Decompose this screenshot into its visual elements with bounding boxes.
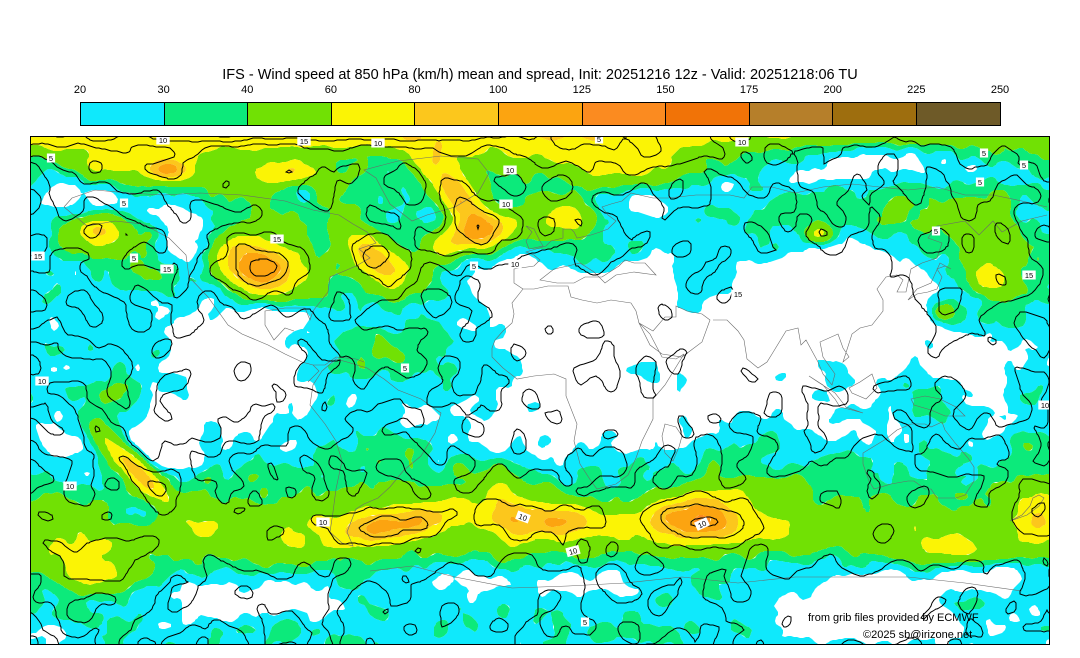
svg-text:5: 5 — [132, 254, 136, 263]
svg-text:10: 10 — [517, 512, 528, 523]
svg-text:10: 10 — [66, 482, 74, 491]
svg-text:5: 5 — [403, 364, 407, 373]
svg-text:5: 5 — [978, 178, 982, 187]
svg-text:10: 10 — [1041, 401, 1049, 410]
svg-text:10: 10 — [506, 166, 514, 175]
svg-text:15: 15 — [273, 235, 281, 244]
svg-text:15: 15 — [163, 265, 171, 274]
svg-text:5: 5 — [597, 136, 601, 144]
svg-text:5: 5 — [49, 154, 53, 163]
svg-text:5: 5 — [934, 227, 938, 236]
svg-text:10: 10 — [374, 139, 382, 148]
svg-text:10: 10 — [159, 136, 167, 145]
svg-text:10: 10 — [502, 200, 510, 209]
svg-text:5: 5 — [472, 262, 476, 271]
svg-text:5: 5 — [583, 618, 587, 627]
svg-text:10: 10 — [38, 377, 46, 386]
svg-text:15: 15 — [1025, 271, 1033, 280]
svg-text:15: 15 — [734, 290, 742, 299]
svg-text:10: 10 — [319, 518, 327, 527]
svg-text:15: 15 — [300, 137, 308, 146]
svg-text:10: 10 — [697, 519, 708, 531]
svg-text:15: 15 — [34, 252, 42, 261]
svg-text:10: 10 — [738, 138, 746, 147]
svg-text:5: 5 — [982, 149, 986, 158]
svg-text:5: 5 — [122, 199, 126, 208]
svg-text:5: 5 — [1022, 161, 1026, 170]
svg-text:10: 10 — [568, 546, 578, 557]
svg-text:10: 10 — [511, 260, 519, 269]
